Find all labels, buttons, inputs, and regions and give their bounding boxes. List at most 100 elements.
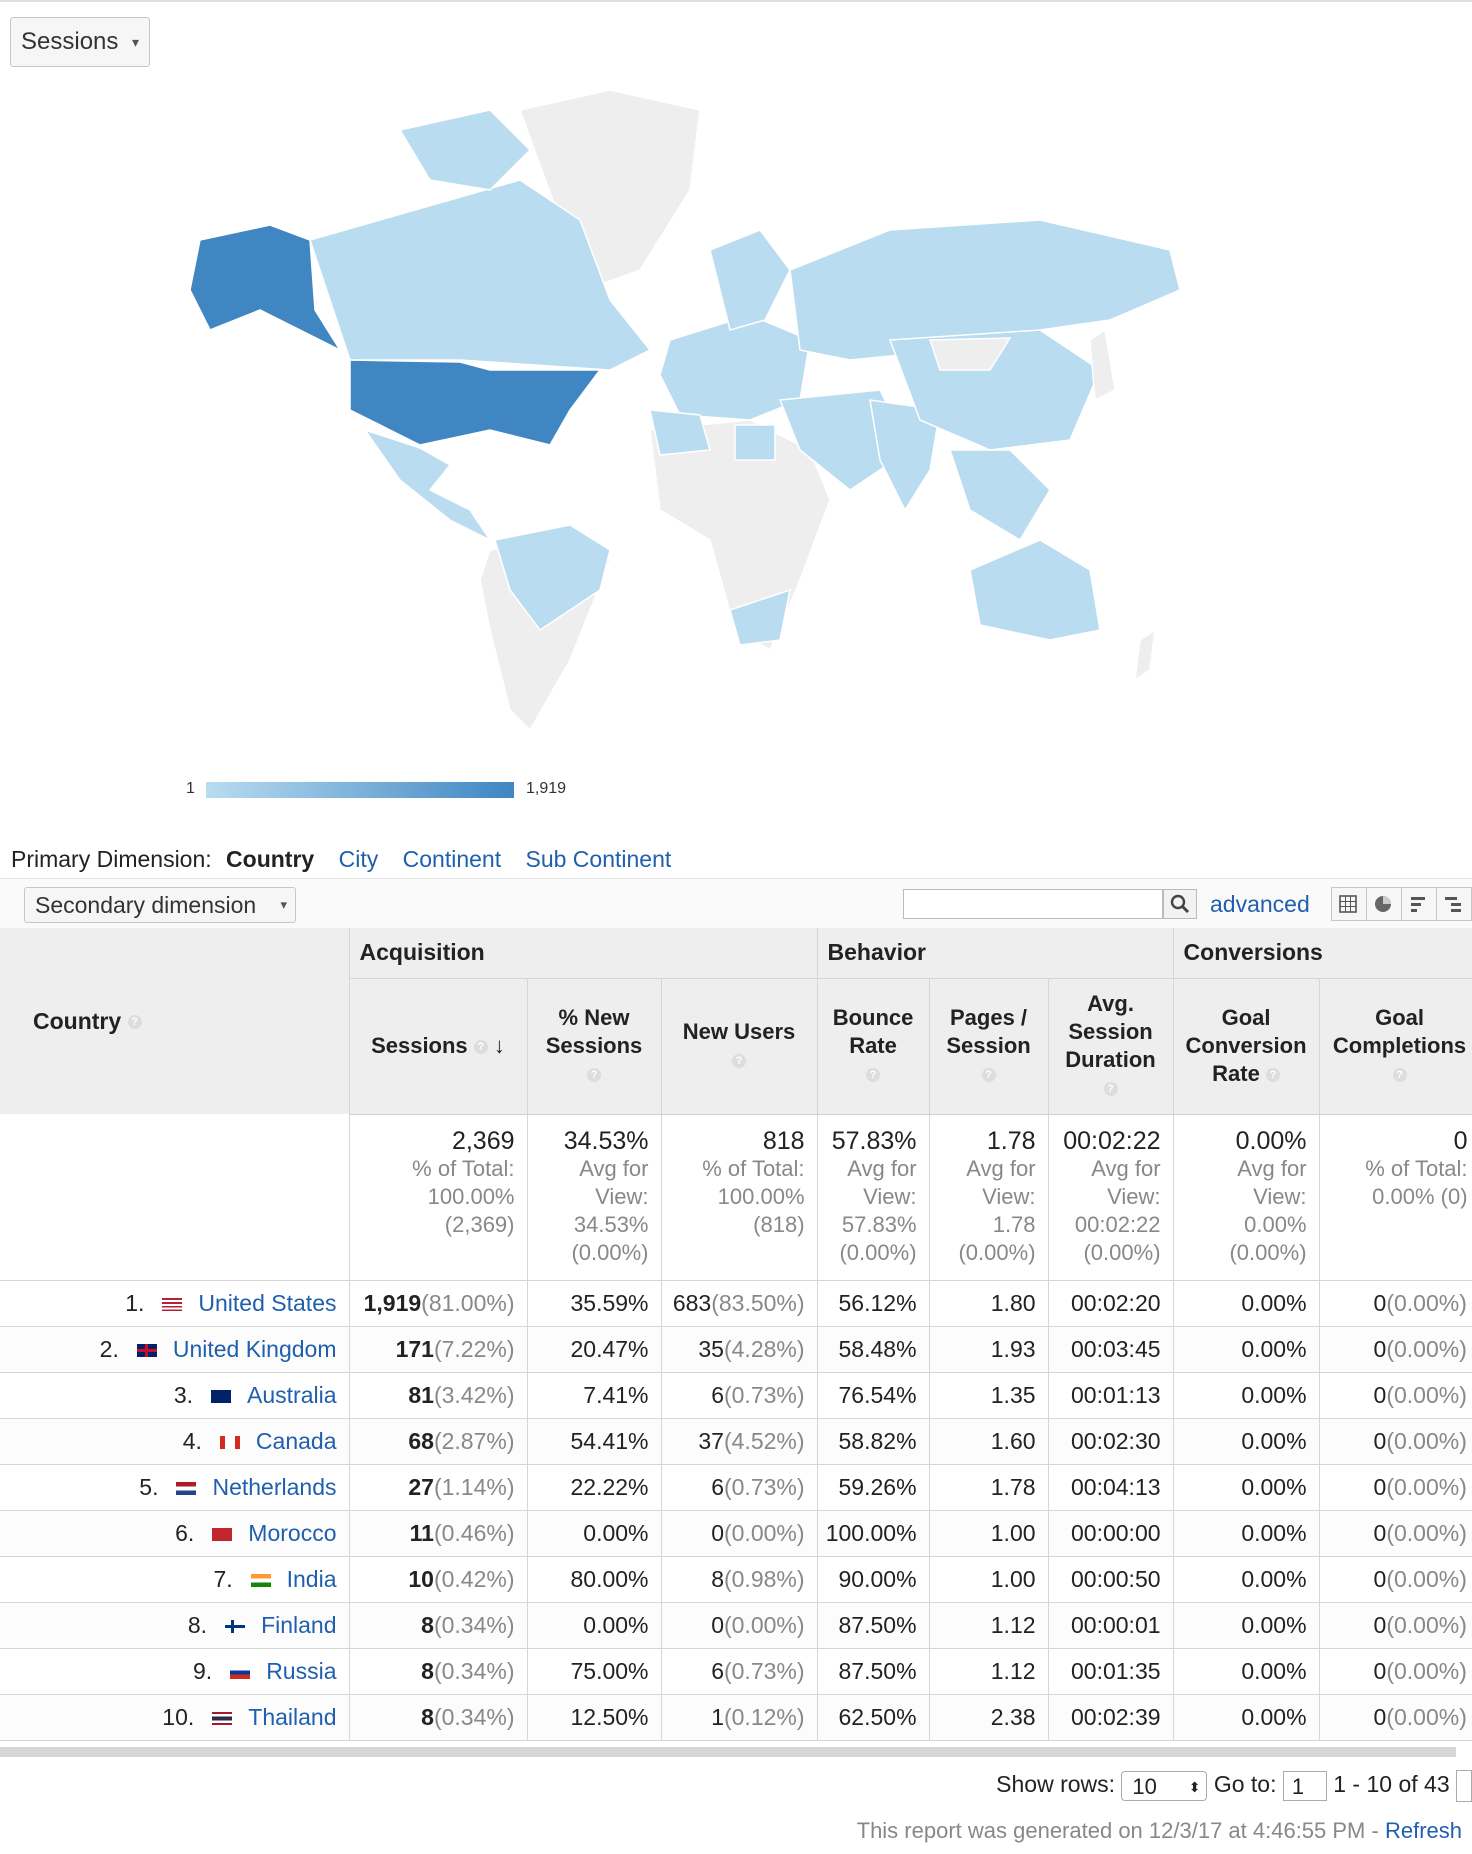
performance-view-button[interactable] <box>1401 887 1437 921</box>
horizontal-scrollbar[interactable] <box>0 1747 1456 1757</box>
sessions-percent: (0.34%) <box>433 1611 515 1638</box>
dimension-option-city[interactable]: City <box>338 846 379 872</box>
pie-view-button[interactable] <box>1366 887 1402 921</box>
help-icon[interactable]: ? <box>1392 1068 1407 1083</box>
metric-dropdown-label: Sessions <box>21 28 119 55</box>
table-search-input[interactable] <box>903 889 1163 919</box>
country-link[interactable]: United States <box>198 1289 337 1316</box>
goal-conversion-rate-cell: 0.00% <box>1173 1648 1320 1695</box>
column-header-bounce-rate[interactable]: Bounce Rate? <box>817 978 930 1115</box>
flag-icon-gb <box>136 1343 157 1357</box>
sessions-percent: (0.34%) <box>433 1703 515 1730</box>
secondary-dimension-dropdown[interactable]: Secondary dimension ▾ <box>24 887 296 923</box>
help-icon[interactable]: ? <box>866 1068 881 1083</box>
duration-cell: 00:01:35 <box>1048 1648 1174 1695</box>
primary-dimension: Primary Dimension: Country City Continen… <box>11 846 671 873</box>
next-page-button[interactable] <box>1456 1770 1472 1802</box>
show-rows-select[interactable]: 10 ⬍ <box>1121 1771 1208 1801</box>
goto-input[interactable]: 1 <box>1282 1771 1327 1801</box>
sessions-cell: 11(0.46%) <box>349 1510 528 1557</box>
help-icon[interactable]: ? <box>587 1068 601 1083</box>
bounce-rate-cell: 59.26% <box>817 1464 930 1511</box>
country-link[interactable]: Canada <box>255 1427 337 1454</box>
row-rank: 10. <box>162 1703 195 1730</box>
total-subtext: View: <box>1107 1183 1161 1209</box>
country-link[interactable]: Thailand <box>248 1703 337 1730</box>
help-icon[interactable]: ? <box>1265 1068 1280 1083</box>
completions-value: 0 <box>1373 1703 1387 1730</box>
sessions-cell: 81(3.42%) <box>349 1372 528 1419</box>
total-subtext: (0.00%) <box>1229 1239 1307 1265</box>
bounce-rate-cell: 58.48% <box>817 1326 930 1373</box>
bounce-rate-cell: 90.00% <box>817 1556 930 1603</box>
total-subtext: (818) <box>753 1211 805 1237</box>
column-header-pages-session[interactable]: Pages / Session? <box>929 978 1049 1115</box>
country-column-header[interactable]: Country ? <box>0 928 350 1114</box>
help-icon[interactable]: ? <box>127 1015 142 1030</box>
flag-icon-us <box>162 1297 183 1311</box>
legend-max: 1,919 <box>526 780 567 797</box>
help-icon[interactable]: ? <box>732 1054 747 1069</box>
country-link[interactable]: Russia <box>266 1657 337 1684</box>
world-map[interactable] <box>190 70 1380 810</box>
completions-percent: (0.00%) <box>1386 1473 1467 1500</box>
flag-icon-nl <box>176 1481 197 1495</box>
map-region-southeast-asia <box>948 449 1051 542</box>
flag-icon-in <box>250 1573 271 1587</box>
metric-dropdown[interactable]: Sessions ▾ <box>10 17 150 67</box>
completions-value: 0 <box>1373 1289 1387 1316</box>
column-header-goal-completions[interactable]: Goal Completions? <box>1319 978 1472 1115</box>
pivot-view-button[interactable] <box>1436 887 1472 921</box>
sessions-percent: (0.34%) <box>433 1657 515 1684</box>
goal-completions-cell: 0(0.00%) <box>1319 1556 1472 1603</box>
sessions-percent: (7.22%) <box>433 1335 515 1362</box>
sessions-value: 8 <box>421 1703 434 1730</box>
new-users-percent: (0.73%) <box>723 1473 805 1500</box>
help-icon[interactable]: ? <box>1103 1082 1118 1097</box>
sessions-value: 11 <box>409 1519 434 1546</box>
country-link[interactable]: Australia <box>247 1381 337 1408</box>
pages-session-cell: 2.38 <box>929 1694 1049 1741</box>
bounce-rate-cell: 87.50% <box>817 1602 930 1649</box>
sessions-value: 68 <box>408 1427 434 1454</box>
primary-dimension-current: Country <box>226 846 315 872</box>
completions-value: 0 <box>1373 1657 1387 1684</box>
table-row: 3. Australia 81(3.42%) 7.41% 6(0.73%) 76.54% 1… <box>0 1372 1472 1419</box>
goal-conversion-rate-cell: 0.00% <box>1173 1510 1320 1557</box>
advanced-search-link[interactable]: advanced <box>1210 891 1310 917</box>
top-divider <box>0 0 1472 2</box>
total-subtext: Avg for <box>579 1155 649 1181</box>
help-icon[interactable]: ? <box>981 1068 996 1083</box>
search-button[interactable] <box>1163 889 1197 919</box>
country-link[interactable]: United Kingdom <box>172 1335 337 1362</box>
dimension-option-sub-continent[interactable]: Sub Continent <box>525 846 672 872</box>
column-header-sessions[interactable]: Sessions ? ↓ <box>349 978 528 1115</box>
completions-value: 0 <box>1373 1381 1387 1408</box>
country-link[interactable]: Netherlands <box>212 1473 337 1500</box>
help-icon[interactable]: ? <box>473 1040 488 1055</box>
country-link[interactable]: Morocco <box>248 1519 337 1546</box>
country-link[interactable]: Finland <box>261 1611 337 1638</box>
bounce-rate-cell: 76.54% <box>817 1372 930 1419</box>
dimension-option-continent[interactable]: Continent <box>402 846 502 872</box>
table-row: 7. India 10(0.42%) 80.00% 8(0.98%) 90.00% 1.00… <box>0 1556 1472 1603</box>
completions-percent: (0.00%) <box>1386 1565 1467 1592</box>
goal-conversion-rate-cell: 0.00% <box>1173 1556 1320 1603</box>
total-value: 34.53% <box>563 1126 649 1155</box>
map-region-usa <box>349 359 602 446</box>
new-sessions-cell: 75.00% <box>527 1648 662 1695</box>
refresh-link[interactable]: Refresh <box>1384 1818 1462 1843</box>
sessions-percent: (3.42%) <box>433 1381 515 1408</box>
sessions-percent: (81.00%) <box>421 1289 515 1316</box>
country-link[interactable]: India <box>286 1565 337 1592</box>
new-users-value: 6 <box>711 1473 724 1500</box>
total-cell: 34.53% Avg for View: 34.53% (0.00%) <box>527 1114 662 1281</box>
column-header-new-sessions[interactable]: % New Sessions? <box>527 978 662 1115</box>
country-cell: 10. Thailand <box>0 1694 350 1741</box>
column-header-avg-duration[interactable]: Avg. Session Duration? <box>1048 978 1174 1115</box>
table-row: 10. Thailand 8(0.34%) 12.50% 1(0.12%) 62.50% 2… <box>0 1694 1472 1741</box>
bounce-rate-cell: 62.50% <box>817 1694 930 1741</box>
table-view-button[interactable] <box>1331 887 1367 921</box>
column-header-new-users[interactable]: New Users? <box>661 978 818 1115</box>
column-header-goal-conversion-rate[interactable]: Goal Conversion Rate ? <box>1173 978 1320 1115</box>
